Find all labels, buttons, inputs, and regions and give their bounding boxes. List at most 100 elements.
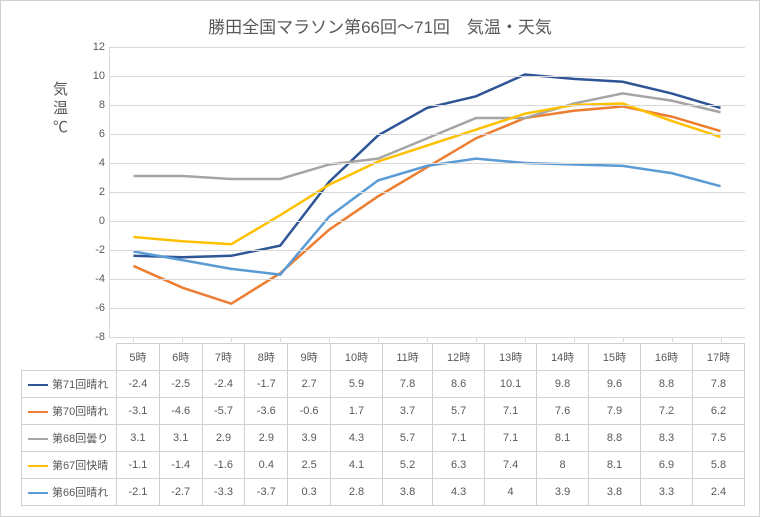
category-header: 15時 [589, 344, 641, 371]
data-cell: -2.4 [202, 371, 245, 398]
data-cell: -3.1 [117, 398, 160, 425]
y-tick-label: 8 [81, 99, 105, 111]
y-tick-label: 0 [81, 215, 105, 227]
y-tick-label: -8 [81, 331, 105, 343]
gridline [109, 279, 745, 280]
data-cell: 3.8 [589, 479, 641, 506]
data-cell: -5.7 [202, 398, 245, 425]
category-header: 16時 [641, 344, 693, 371]
gridline [109, 163, 745, 164]
data-cell: 4 [485, 479, 537, 506]
data-cell: 9.6 [589, 371, 641, 398]
data-cell: -2.1 [117, 479, 160, 506]
category-header: 9時 [288, 344, 331, 371]
data-cell: 7.8 [692, 371, 744, 398]
data-cell: 0.3 [288, 479, 331, 506]
data-cell: 7.4 [485, 452, 537, 479]
legend-swatch [28, 384, 48, 387]
data-cell: 3.1 [159, 425, 202, 452]
data-cell: 2.8 [330, 479, 382, 506]
series-name: 第68回曇り [52, 433, 108, 445]
data-cell: 7.1 [433, 425, 485, 452]
data-cell: 8.1 [589, 452, 641, 479]
data-cell: 8.8 [589, 425, 641, 452]
data-cell: 7.5 [692, 425, 744, 452]
data-cell: 8.1 [537, 425, 589, 452]
data-cell: -1.7 [245, 371, 288, 398]
data-cell: 3.1 [117, 425, 160, 452]
table-row: 第66回晴れ-2.1-2.7-3.3-3.70.32.83.84.343.93.… [22, 479, 745, 506]
category-header: 7時 [202, 344, 245, 371]
data-cell: 2.9 [245, 425, 288, 452]
data-cell: 2.4 [692, 479, 744, 506]
y-tick-label: 12 [81, 41, 105, 53]
data-cell: 9.8 [537, 371, 589, 398]
gridline [109, 250, 745, 251]
data-cell: -1.1 [117, 452, 160, 479]
y-tick-label: 6 [81, 128, 105, 140]
data-cell: 4.3 [433, 479, 485, 506]
data-cell: 6.3 [433, 452, 485, 479]
data-cell: 2.5 [288, 452, 331, 479]
table-row: 第71回晴れ-2.4-2.5-2.4-1.72.75.97.88.610.19.… [22, 371, 745, 398]
data-cell: 3.8 [382, 479, 432, 506]
data-cell: 6.2 [692, 398, 744, 425]
gridline [109, 47, 745, 48]
data-cell: 7.6 [537, 398, 589, 425]
series-name: 第66回晴れ [52, 487, 108, 499]
table-row: 第68回曇り3.13.12.92.93.94.35.77.17.18.18.88… [22, 425, 745, 452]
data-cell: -1.4 [159, 452, 202, 479]
data-table: 5時6時7時8時9時10時11時12時13時14時15時16時17時 第71回晴… [21, 343, 745, 506]
data-cell: 8 [537, 452, 589, 479]
data-cell: 0.4 [245, 452, 288, 479]
data-cell: 4.1 [330, 452, 382, 479]
y-tick-label: 10 [81, 70, 105, 82]
data-cell: -3.3 [202, 479, 245, 506]
data-cell: 5.7 [382, 425, 432, 452]
legend-swatch [28, 465, 48, 468]
data-cell: -0.6 [288, 398, 331, 425]
data-cell: 8.8 [641, 371, 693, 398]
data-cell: 5.2 [382, 452, 432, 479]
category-header: 11時 [382, 344, 432, 371]
y-tick-label: -6 [81, 302, 105, 314]
data-cell: 8.6 [433, 371, 485, 398]
series-line [133, 104, 720, 245]
chart-title: 勝田全国マラソン第66回～71回 気温・天気 [1, 1, 759, 38]
y-tick-label: 2 [81, 186, 105, 198]
y-tick-label: 4 [81, 157, 105, 169]
category-header: 8時 [245, 344, 288, 371]
series-line [133, 106, 720, 303]
category-header: 17時 [692, 344, 744, 371]
category-header: 5時 [117, 344, 160, 371]
plot-area [109, 47, 745, 337]
data-cell: 7.2 [641, 398, 693, 425]
data-cell: 5.9 [330, 371, 382, 398]
category-header: 12時 [433, 344, 485, 371]
category-header: 14時 [537, 344, 589, 371]
data-cell: 7.1 [485, 425, 537, 452]
legend-swatch [28, 492, 48, 495]
data-cell: 8.3 [641, 425, 693, 452]
data-cell: -2.5 [159, 371, 202, 398]
y-tick-label: -4 [81, 273, 105, 285]
data-cell: -4.6 [159, 398, 202, 425]
data-cell: 2.7 [288, 371, 331, 398]
category-header: 10時 [330, 344, 382, 371]
data-cell: 3.9 [288, 425, 331, 452]
data-cell: 10.1 [485, 371, 537, 398]
gridline [109, 105, 745, 106]
data-cell: 5.8 [692, 452, 744, 479]
gridline [109, 221, 745, 222]
data-cell: -1.6 [202, 452, 245, 479]
data-cell: 7.1 [485, 398, 537, 425]
data-cell: -3.6 [245, 398, 288, 425]
category-header: 6時 [159, 344, 202, 371]
data-cell: 7.8 [382, 371, 432, 398]
data-cell: -3.7 [245, 479, 288, 506]
gridline [109, 308, 745, 309]
gridline [109, 192, 745, 193]
series-name: 第67回快晴 [52, 460, 108, 472]
category-header: 13時 [485, 344, 537, 371]
data-cell: -2.4 [117, 371, 160, 398]
